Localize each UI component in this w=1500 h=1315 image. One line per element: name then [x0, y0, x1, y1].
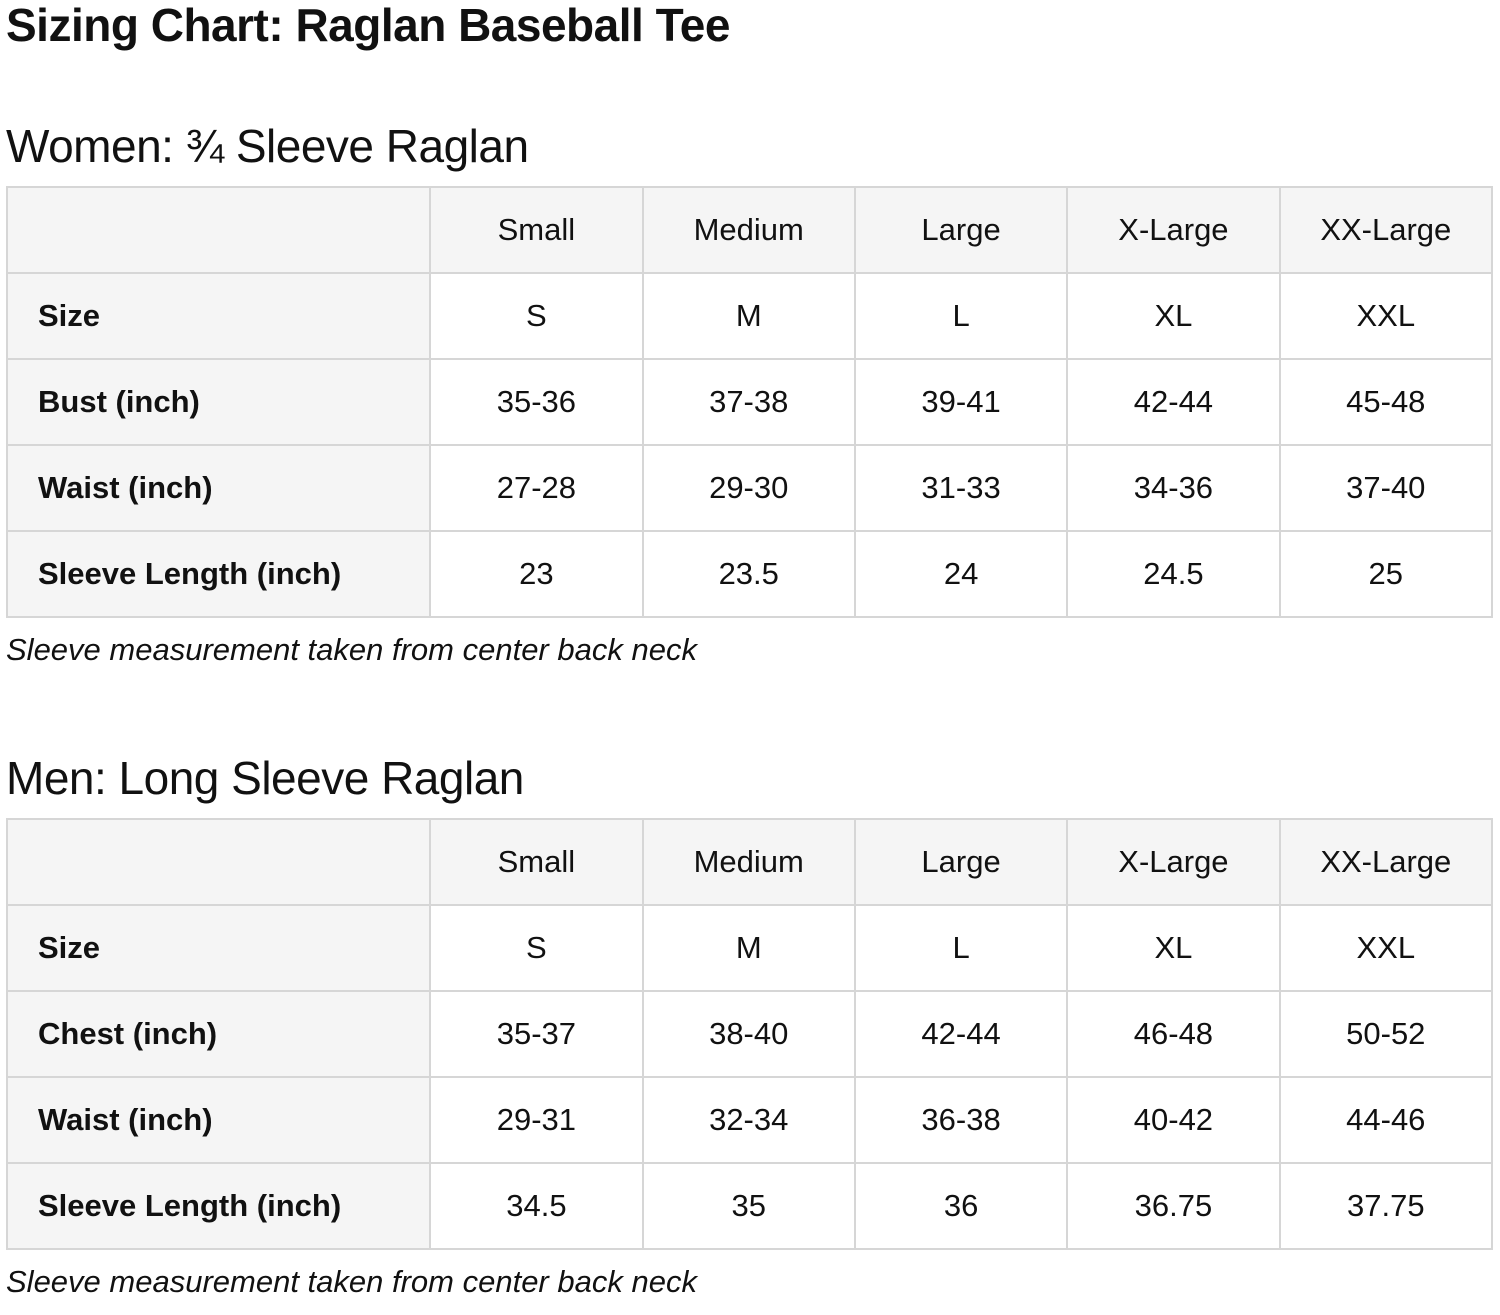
table-row: Chest (inch) 35-37 38-40 42-44 46-48 50-52: [5, 990, 1494, 1079]
corner-cell: [5, 818, 432, 907]
column-header-cell: XX-Large: [1278, 185, 1494, 274]
row-label-cell: Bust (inch): [5, 357, 432, 446]
data-cell: 40-42: [1066, 1076, 1281, 1165]
data-cell: XXL: [1278, 271, 1494, 360]
women-table-note: Sleeve measurement taken from center bac…: [6, 631, 697, 667]
row-label-cell: Sleeve Length (inch): [5, 1162, 432, 1251]
data-cell: 35: [641, 1162, 856, 1251]
table-row: Size S M L XL XXL: [5, 271, 1494, 360]
column-header-cell: XX-Large: [1278, 818, 1494, 907]
data-cell: XL: [1066, 271, 1281, 360]
table-row: Sleeve Length (inch) 34.5 35 36 36.75 37.75: [5, 1162, 1494, 1251]
table-row: Bust (inch) 35-36 37-38 39-41 42-44 45-48: [5, 357, 1494, 446]
section-men: Men: Long Sleeve Raglan Small Medium Large…: [5, 752, 1494, 1300]
data-cell: 44-46: [1278, 1076, 1494, 1165]
data-cell: 37.75: [1278, 1162, 1494, 1251]
section-heading-women: Women: ¾ Sleeve Raglan: [6, 119, 529, 172]
data-cell: L: [853, 904, 1069, 993]
data-cell: XXL: [1278, 904, 1494, 993]
data-cell: 29-31: [429, 1076, 644, 1165]
column-header-cell: Medium: [641, 185, 856, 274]
table-row: Waist (inch) 27-28 29-30 31-33 34-36 37-40: [5, 443, 1494, 532]
data-cell: 27-28: [429, 443, 644, 532]
section-heading-men: Men: Long Sleeve Raglan: [6, 752, 524, 805]
data-cell: M: [641, 904, 856, 993]
data-cell: 36.75: [1066, 1162, 1281, 1251]
data-cell: 35-36: [429, 357, 644, 446]
data-cell: 42-44: [853, 990, 1069, 1079]
men-size-table: Small Medium Large X-Large XX-Large Size S M L XL…: [5, 818, 1494, 1251]
data-cell: 29-30: [641, 443, 856, 532]
data-cell: 38-40: [641, 990, 856, 1079]
row-label-cell: Sleeve Length (inch): [5, 529, 432, 618]
column-header-cell: Large: [853, 185, 1069, 274]
row-label-cell: Size: [5, 271, 432, 360]
data-cell: 24: [853, 529, 1069, 618]
column-header-cell: Small: [429, 818, 644, 907]
data-cell: 37-40: [1278, 443, 1494, 532]
corner-cell: [5, 185, 432, 274]
table-header-row: Small Medium Large X-Large XX-Large: [5, 185, 1494, 274]
data-cell: M: [641, 271, 856, 360]
data-cell: 31-33: [853, 443, 1069, 532]
table-row: Sleeve Length (inch) 23 23.5 24 24.5 25: [5, 529, 1494, 618]
data-cell: 50-52: [1278, 990, 1494, 1079]
data-cell: 36-38: [853, 1076, 1069, 1165]
data-cell: 34-36: [1066, 443, 1281, 532]
data-cell: 34.5: [429, 1162, 644, 1251]
data-cell: 45-48: [1278, 357, 1494, 446]
column-header-cell: Small: [429, 185, 644, 274]
data-cell: L: [853, 271, 1069, 360]
table-row: Size S M L XL XXL: [5, 904, 1494, 993]
column-header-cell: X-Large: [1066, 818, 1281, 907]
column-header-cell: Medium: [641, 818, 856, 907]
row-label-cell: Waist (inch): [5, 443, 432, 532]
data-cell: 25: [1278, 529, 1494, 618]
data-cell: 42-44: [1066, 357, 1281, 446]
women-size-table: Small Medium Large X-Large XX-Large Size S M L XL…: [5, 185, 1494, 618]
data-cell: 23.5: [641, 529, 856, 618]
row-label-cell: Waist (inch): [5, 1076, 432, 1165]
data-cell: 37-38: [641, 357, 856, 446]
row-label-cell: Size: [5, 904, 432, 993]
table-row: Waist (inch) 29-31 32-34 36-38 40-42 44-46: [5, 1076, 1494, 1165]
column-header-cell: X-Large: [1066, 185, 1281, 274]
data-cell: 35-37: [429, 990, 644, 1079]
data-cell: XL: [1066, 904, 1281, 993]
row-label-cell: Chest (inch): [5, 990, 432, 1079]
column-header-cell: Large: [853, 818, 1069, 907]
men-table-note: Sleeve measurement taken from center bac…: [6, 1264, 697, 1300]
data-cell: 36: [853, 1162, 1069, 1251]
section-women: Women: ¾ Sleeve Raglan Small Medium Large X…: [5, 119, 1494, 668]
data-cell: 32-34: [641, 1076, 856, 1165]
data-cell: S: [429, 904, 644, 993]
data-cell: S: [429, 271, 644, 360]
data-cell: 24.5: [1066, 529, 1281, 618]
page-title: Sizing Chart: Raglan Baseball Tee: [6, 0, 730, 51]
data-cell: 39-41: [853, 357, 1069, 446]
data-cell: 46-48: [1066, 990, 1281, 1079]
table-header-row: Small Medium Large X-Large XX-Large: [5, 818, 1494, 907]
data-cell: 23: [429, 529, 644, 618]
